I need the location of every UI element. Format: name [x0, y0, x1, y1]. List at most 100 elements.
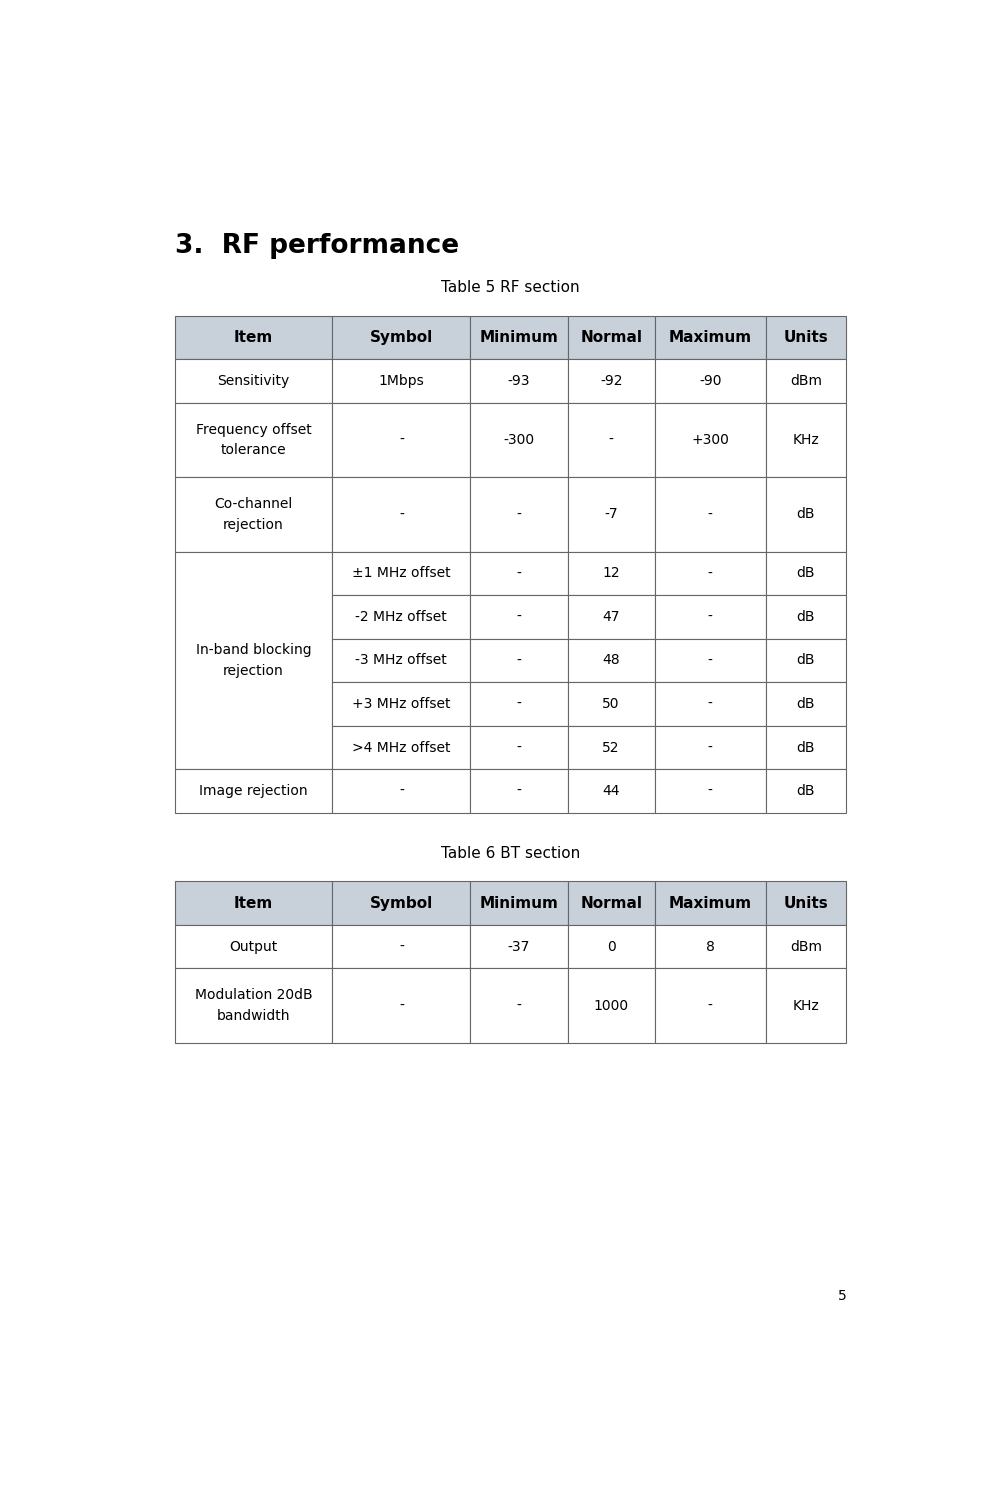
- Text: -: -: [516, 999, 521, 1013]
- Text: 44: 44: [603, 784, 620, 799]
- Bar: [470, 882, 568, 925]
- Text: KHz: KHz: [793, 433, 820, 448]
- Text: -: -: [708, 507, 713, 522]
- Text: Units: Units: [784, 330, 829, 345]
- Bar: [766, 595, 847, 639]
- Text: KHz: KHz: [793, 999, 820, 1013]
- Bar: [470, 477, 568, 552]
- Text: 8: 8: [706, 940, 715, 953]
- Text: Maximum: Maximum: [668, 330, 752, 345]
- Text: -3 MHz offset: -3 MHz offset: [356, 653, 447, 668]
- Bar: [333, 726, 470, 769]
- Text: -: -: [516, 507, 521, 522]
- Bar: [568, 639, 654, 683]
- Text: Normal: Normal: [581, 330, 642, 345]
- Text: rejection: rejection: [223, 663, 284, 678]
- Text: dB: dB: [797, 567, 815, 580]
- Text: -: -: [708, 784, 713, 799]
- Text: +300: +300: [691, 433, 729, 448]
- Bar: [766, 315, 847, 360]
- Bar: [568, 726, 654, 769]
- Text: 1000: 1000: [594, 999, 628, 1013]
- Bar: [174, 360, 333, 403]
- Text: Item: Item: [234, 330, 273, 345]
- Bar: [568, 552, 654, 595]
- Bar: [333, 595, 470, 639]
- Bar: [470, 639, 568, 683]
- Bar: [333, 477, 470, 552]
- Bar: [654, 882, 766, 925]
- Bar: [568, 403, 654, 477]
- Bar: [333, 639, 470, 683]
- Bar: [568, 477, 654, 552]
- Text: -93: -93: [508, 375, 530, 388]
- Text: 47: 47: [603, 610, 620, 625]
- Text: Maximum: Maximum: [668, 895, 752, 910]
- Text: ±1 MHz offset: ±1 MHz offset: [352, 567, 450, 580]
- Bar: [568, 968, 654, 1042]
- Text: -90: -90: [699, 375, 721, 388]
- Bar: [766, 477, 847, 552]
- Text: Minimum: Minimum: [479, 895, 559, 910]
- Text: -: -: [708, 610, 713, 625]
- Text: -: -: [708, 697, 713, 711]
- Bar: [470, 925, 568, 968]
- Text: -: -: [516, 741, 521, 754]
- Bar: [174, 769, 333, 813]
- Bar: [654, 683, 766, 726]
- Text: Symbol: Symbol: [370, 330, 433, 345]
- Text: -: -: [398, 999, 403, 1013]
- Text: Frequency offset: Frequency offset: [195, 422, 312, 437]
- Text: Output: Output: [229, 940, 278, 953]
- Text: 5: 5: [838, 1289, 847, 1303]
- Text: -: -: [708, 999, 713, 1013]
- Bar: [174, 477, 333, 552]
- Text: dB: dB: [797, 697, 815, 711]
- Text: -: -: [708, 653, 713, 668]
- Text: 12: 12: [603, 567, 620, 580]
- Bar: [470, 726, 568, 769]
- Text: dB: dB: [797, 741, 815, 754]
- Text: dBm: dBm: [790, 940, 822, 953]
- Bar: [766, 769, 847, 813]
- Text: rejection: rejection: [223, 517, 284, 532]
- Text: Modulation 20dB: Modulation 20dB: [195, 989, 313, 1002]
- Text: dB: dB: [797, 610, 815, 625]
- Bar: [568, 769, 654, 813]
- Bar: [654, 552, 766, 595]
- Bar: [568, 595, 654, 639]
- Bar: [568, 925, 654, 968]
- Text: -: -: [516, 567, 521, 580]
- Bar: [470, 683, 568, 726]
- Bar: [654, 403, 766, 477]
- Bar: [333, 925, 470, 968]
- Bar: [654, 726, 766, 769]
- Text: -92: -92: [600, 375, 622, 388]
- Text: -: -: [516, 784, 521, 799]
- Bar: [766, 726, 847, 769]
- Bar: [470, 769, 568, 813]
- Bar: [654, 925, 766, 968]
- Text: -: -: [398, 433, 403, 448]
- Text: tolerance: tolerance: [221, 443, 287, 458]
- Text: dB: dB: [797, 784, 815, 799]
- Text: 0: 0: [607, 940, 616, 953]
- Text: Item: Item: [234, 895, 273, 910]
- Text: 3.  RF performance: 3. RF performance: [174, 233, 459, 259]
- Bar: [766, 882, 847, 925]
- Bar: [766, 639, 847, 683]
- Text: Symbol: Symbol: [370, 895, 433, 910]
- Bar: [470, 595, 568, 639]
- Bar: [766, 925, 847, 968]
- Bar: [568, 882, 654, 925]
- Bar: [333, 360, 470, 403]
- Bar: [568, 683, 654, 726]
- Bar: [654, 639, 766, 683]
- Bar: [174, 552, 333, 769]
- Text: -: -: [516, 697, 521, 711]
- Bar: [174, 315, 333, 360]
- Text: bandwidth: bandwidth: [217, 1010, 290, 1023]
- Text: -2 MHz offset: -2 MHz offset: [356, 610, 447, 625]
- Text: -300: -300: [503, 433, 535, 448]
- Bar: [654, 477, 766, 552]
